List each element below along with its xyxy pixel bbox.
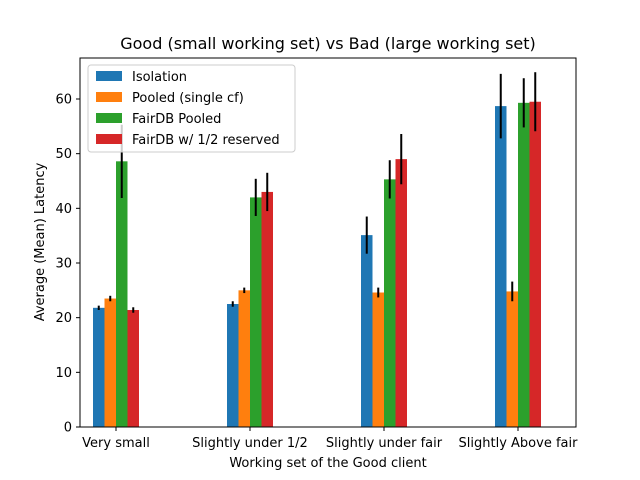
- y-tick-label-6: 60: [55, 93, 72, 108]
- legend-swatch-2: [96, 113, 122, 123]
- legend-label-3: FairDB w/ 1/2 reserved: [132, 133, 280, 148]
- x-tick-label-3: Slightly Above fair: [459, 436, 579, 451]
- legend-swatch-1: [96, 92, 122, 102]
- x-tick-label-2: Slightly under fair: [326, 436, 443, 451]
- legend: Isolation Pooled (single cf) FairDB Pooled…: [87, 64, 296, 153]
- x-tick-label-0: Very small: [82, 436, 150, 451]
- y-tick-label-3: 30: [55, 257, 72, 272]
- bar-2-3: [518, 102, 530, 428]
- y-tick-label-1: 10: [55, 366, 72, 381]
- plot-area: [93, 72, 541, 428]
- bar-1-1: [238, 290, 250, 427]
- legend-label-2: FairDB Pooled: [132, 112, 221, 127]
- axes-frame: [79, 57, 577, 428]
- x-axis-label: Working set of the Good client: [229, 456, 426, 471]
- bar-2-0: [116, 161, 128, 427]
- bar-3-2: [395, 159, 407, 427]
- y-tick-label-5: 50: [55, 147, 72, 162]
- bar-1-0: [104, 298, 116, 427]
- y-axis: 0 10 20 30 40 50 60: [55, 93, 80, 436]
- y-axis-label: Average (Mean) Latency: [33, 162, 48, 321]
- bar-1-2: [372, 292, 384, 427]
- legend-box: [87, 64, 296, 153]
- x-tick-label-1: Slightly under 1/2: [192, 436, 308, 451]
- bar-3-1: [261, 191, 273, 427]
- chart-title: Good (small working set) vs Bad (large w…: [120, 34, 536, 53]
- bar-1-3: [506, 291, 518, 427]
- legend-label-1: Pooled (single cf): [132, 91, 244, 106]
- y-tick-label-4: 40: [55, 202, 72, 217]
- legend-label-0: Isolation: [132, 70, 187, 85]
- bar-2-1: [250, 197, 262, 427]
- bar-0-0: [93, 307, 105, 427]
- y-tick-label-0: 0: [64, 421, 72, 436]
- legend-swatch-3: [96, 134, 122, 144]
- bar-3-0: [127, 310, 139, 427]
- bar-3-3: [529, 101, 541, 427]
- legend-swatch-0: [96, 71, 122, 81]
- bar-2-2: [384, 179, 396, 427]
- x-axis: Very small Slightly under 1/2 Slightly und…: [82, 427, 578, 451]
- bar-0-2: [361, 235, 373, 427]
- bar-0-1: [227, 304, 239, 427]
- y-tick-label-2: 20: [55, 311, 72, 326]
- bar-0-3: [495, 106, 507, 428]
